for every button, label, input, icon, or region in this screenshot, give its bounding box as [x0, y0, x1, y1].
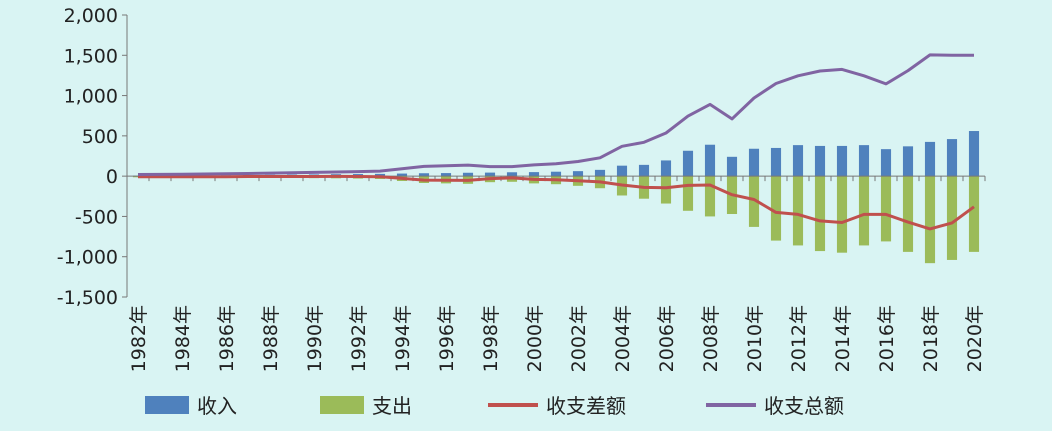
x-tick-label: 1988年 [260, 305, 282, 372]
y-tick-label: 0 [106, 166, 118, 188]
y-tick-label: -1,000 [57, 247, 118, 269]
legend-label-收支差额: 收支差额 [546, 394, 626, 418]
y-tick-label: -500 [75, 206, 118, 228]
x-tick-labels: 1982年 1984年 1986年 1988年 1990年 1992年 1994年 1996年… [128, 305, 986, 372]
bar-收入 [506, 172, 518, 177]
x-tick-label: 2006年 [656, 305, 678, 372]
y-tick-label: 500 [82, 126, 118, 148]
bar-支出 [682, 176, 694, 211]
bar-收入 [858, 145, 870, 177]
y-tick-label: 1,000 [64, 86, 118, 108]
x-tick-label: 1998年 [480, 305, 502, 372]
x-tick-label: 1994年 [392, 305, 414, 372]
bar-支出 [924, 176, 936, 264]
bar-支出 [770, 176, 782, 241]
x-tick-label: 2000年 [524, 305, 546, 372]
bar-收入 [396, 173, 408, 177]
x-tick-label: 2020年 [964, 305, 986, 372]
bar-收入 [440, 173, 452, 177]
x-tick-label: 2018年 [920, 305, 942, 372]
legend-label-收支总额: 收支总额 [764, 394, 844, 418]
bar-收入 [946, 139, 958, 177]
bar-收入 [792, 145, 804, 177]
bar-收入 [902, 146, 914, 177]
bar-支出 [792, 176, 804, 246]
x-tick-label: 2008年 [700, 305, 722, 372]
line-收支差额 [138, 174, 975, 231]
bar-收入 [638, 164, 650, 177]
bar-收入 [528, 172, 540, 177]
bar-收入 [594, 169, 606, 177]
bar-marks [132, 131, 980, 264]
bar-支出 [902, 176, 914, 252]
bar-收入 [924, 141, 936, 177]
x-tick-label: 1984年 [172, 305, 194, 372]
bar-支出 [814, 176, 826, 252]
bar-收入 [770, 147, 782, 177]
bar-收入 [616, 165, 628, 177]
legend: 收入 支出 收支差额 收支总额 [145, 394, 844, 418]
bar-收入 [836, 145, 848, 177]
bar-收入 [682, 150, 694, 177]
x-tick-label: 2004年 [612, 305, 634, 372]
bar-收入 [484, 172, 496, 177]
bar-支出 [880, 176, 892, 242]
bar-收入 [704, 144, 716, 177]
x-tick-label: 2016年 [876, 305, 898, 372]
x-tick-label: 1986年 [216, 305, 238, 372]
x-tick-label: 1996年 [436, 305, 458, 372]
bar-收入 [550, 171, 562, 177]
x-tick-label: 2012年 [788, 305, 810, 372]
bar-收入 [726, 156, 738, 177]
x-tick-label: 2002年 [568, 305, 590, 372]
y-tick-label: -1,500 [57, 287, 118, 309]
bar-支出 [748, 176, 760, 227]
bar-支出 [836, 176, 848, 253]
bar-支出 [858, 176, 870, 246]
x-tick-label: 1982年 [128, 305, 150, 372]
y-axis: -1,500 -1,000 -500 0 500 1,000 1,500 2,000 [57, 5, 128, 309]
bar-支出 [968, 176, 980, 252]
bar-收入 [748, 148, 760, 177]
x-tick-label: 1992年 [348, 305, 370, 372]
bar-收入 [660, 160, 672, 177]
line-收支总额 [137, 53, 974, 176]
bar-收入 [814, 145, 826, 177]
legend-label-收入: 收入 [197, 394, 237, 418]
bar-收入 [462, 172, 474, 177]
line-marks [137, 53, 975, 231]
x-tick-label: 2010年 [744, 305, 766, 372]
bar-支出 [660, 176, 672, 204]
legend-label-支出: 支出 [372, 394, 412, 418]
bar-收入 [968, 131, 980, 177]
legend-swatch-收入 [145, 396, 189, 414]
bar-收入 [374, 173, 386, 177]
legend-swatch-支出 [320, 396, 364, 414]
y-tick-label: 1,500 [64, 45, 118, 67]
y-tick-label: 2,000 [64, 5, 118, 27]
bar-支出 [946, 176, 958, 260]
x-tick-label: 1990年 [304, 305, 326, 372]
x-tick-label: 2014年 [832, 305, 854, 372]
bar-收入 [418, 173, 430, 177]
bar-收入 [880, 149, 892, 177]
bar-支出 [704, 176, 716, 217]
bar-收入 [572, 171, 584, 177]
